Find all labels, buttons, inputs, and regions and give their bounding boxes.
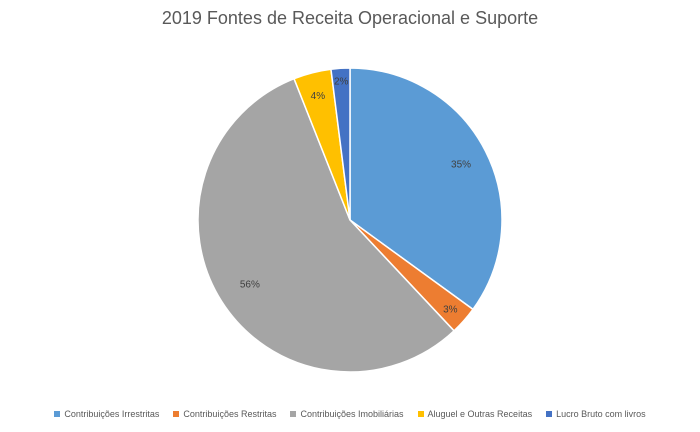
slice-data-label-5: 2% xyxy=(334,76,349,87)
slice-data-label-4: 4% xyxy=(311,91,326,102)
legend-swatch xyxy=(417,411,424,417)
legend-label: Contribuições Imobiliárias xyxy=(300,409,404,419)
pie-slice-1 xyxy=(349,67,503,311)
slice-data-label-1: 35% xyxy=(451,159,471,170)
legend-swatch xyxy=(546,411,553,417)
legend-label: Contribuições Restritas xyxy=(183,409,277,419)
slice-data-label-2: 3% xyxy=(443,304,458,315)
pie-slice-5 xyxy=(330,67,351,221)
legend-swatch xyxy=(290,411,297,417)
chart-legend: Contribuições Irrestritas Contribuições R… xyxy=(0,409,700,419)
chart-title: 2019 Fontes de Receita Operacional e Sup… xyxy=(161,8,539,28)
legend-swatch xyxy=(173,411,180,417)
pie-slice-3 xyxy=(197,77,456,373)
legend-item-5: Lucro Bruto com livros xyxy=(546,409,646,419)
legend-label: Contribuições Irrestritas xyxy=(64,409,160,419)
legend-item-3: Contribuições Imobiliárias xyxy=(290,409,404,419)
legend-label: Lucro Bruto com livros xyxy=(556,409,646,419)
legend-label: Aluguel e Outras Receitas xyxy=(427,409,533,419)
legend-swatch xyxy=(54,411,61,417)
legend-item-4: Aluguel e Outras Receitas xyxy=(417,409,533,419)
legend-item-1: Contribuições Irrestritas xyxy=(54,409,159,419)
legend-item-2: Contribuições Restritas xyxy=(173,409,276,419)
slice-data-label-3: 56% xyxy=(240,280,260,291)
